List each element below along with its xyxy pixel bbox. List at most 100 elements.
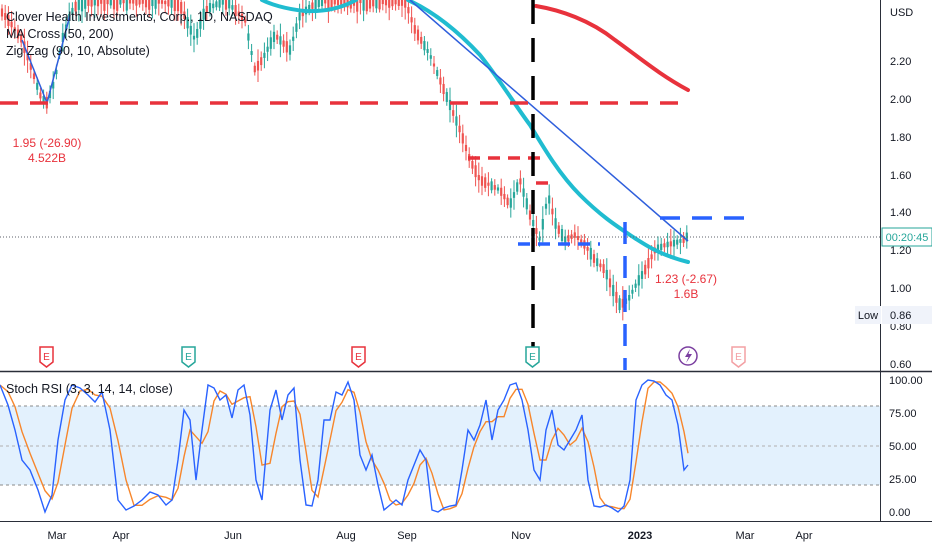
candle-body: [269, 37, 272, 49]
time-tick-label: Mar: [736, 530, 755, 542]
candle-body: [685, 232, 688, 242]
candle-body: [372, 0, 375, 7]
candle-body: [151, 0, 154, 7]
earnings-marker[interactable]: E: [525, 346, 540, 368]
earnings-marker-label: E: [529, 352, 536, 363]
candle-body: [10, 21, 13, 28]
candle-body: [656, 244, 660, 253]
candle-body: [535, 228, 538, 234]
candle-body: [138, 0, 141, 5]
earnings-marker[interactable]: E: [181, 346, 196, 368]
candle-body: [29, 63, 32, 70]
candle-body: [471, 160, 474, 169]
candle-body: [13, 27, 16, 32]
candle-body: [458, 125, 461, 133]
candle-body: [375, 0, 378, 9]
price-tick-label: 1.60: [890, 170, 911, 182]
candle-body: [557, 225, 560, 234]
candle-body: [253, 65, 256, 73]
candle-body: [333, 0, 336, 5]
candle-body: [26, 53, 29, 61]
candle-body: [93, 0, 96, 6]
candle-body: [215, 1, 218, 8]
candle-body: [292, 36, 295, 41]
candle-body: [576, 236, 580, 240]
candle-body: [330, 0, 333, 8]
candle-body: [90, 0, 93, 7]
candle-body: [164, 0, 167, 5]
candle-body: [644, 264, 647, 275]
candle-body: [560, 229, 564, 241]
earnings-marker-label: E: [43, 352, 50, 363]
candle-body: [503, 193, 506, 200]
candle-body: [589, 247, 592, 260]
candle-body: [87, 0, 90, 6]
time-axis[interactable]: Mar Apr Jun Aug Sep Nov 2023 Mar Apr: [48, 530, 813, 542]
candle-body: [340, 0, 343, 5]
candle-body: [106, 0, 109, 5]
candle-body: [173, 0, 176, 12]
earnings-marker-upcoming[interactable]: E: [731, 346, 746, 368]
candle-body: [599, 263, 602, 268]
candle-body: [4, 13, 7, 20]
symbol-title[interactable]: Clover Health Investments, Corp., 1D, NA…: [6, 10, 273, 24]
candle-body: [506, 197, 509, 206]
time-tick-label: Nov: [511, 530, 531, 542]
ma-cross-legend[interactable]: MA Cross (50, 200): [6, 27, 114, 41]
candle-body: [298, 12, 301, 21]
earnings-marker[interactable]: E: [39, 346, 54, 368]
candle-body: [631, 289, 634, 294]
candle-body: [420, 36, 423, 44]
candle-body: [605, 269, 608, 280]
zigzag-legend[interactable]: Zig Zag (90, 10, Absolute): [6, 44, 150, 58]
candle-body: [512, 192, 516, 198]
candle-body: [608, 278, 612, 288]
candle-body: [519, 178, 522, 185]
price-axis[interactable]: 2.202.001.801.601.401.201.000.800.60: [890, 56, 911, 371]
stoch-tick-label: 50.00: [889, 441, 917, 453]
earnings-marker[interactable]: E: [351, 346, 366, 368]
time-tick-label: Apr: [112, 530, 129, 542]
candle-body: [359, 0, 362, 4]
candle-body: [647, 258, 650, 269]
time-tick-label: Aug: [336, 530, 356, 542]
price-tick-label: 0.60: [890, 359, 911, 371]
candle-body: [266, 46, 269, 52]
candle-body: [279, 36, 282, 45]
candle-body: [567, 235, 570, 242]
candle-body: [477, 175, 480, 181]
candle-body: [314, 0, 317, 12]
candle-body: [596, 258, 599, 267]
candle-body: [637, 275, 640, 286]
candle-body: [663, 243, 666, 248]
candle-body: [378, 0, 381, 10]
candle-body: [308, 4, 311, 12]
price-tick-label: 1.00: [890, 283, 911, 295]
candle-body: [244, 19, 247, 23]
time-tick-label: Jun: [224, 530, 242, 542]
candle-body: [384, 0, 388, 6]
candle-body: [413, 25, 416, 34]
candle-body: [52, 81, 55, 89]
candle-body: [554, 218, 557, 229]
candle-body: [84, 0, 87, 9]
price-tick-label: 2.20: [890, 56, 911, 68]
candle-body: [548, 195, 551, 204]
candle-body: [256, 60, 260, 71]
candle-body: [612, 284, 615, 297]
oscillator-axis[interactable]: 100.00 75.00 50.00 25.00 0.00: [889, 375, 923, 519]
candle-body: [295, 23, 298, 32]
candle-body: [260, 57, 263, 66]
candle-body: [205, 5, 208, 13]
lightning-icon[interactable]: [678, 346, 698, 366]
candle-body: [432, 63, 436, 67]
stoch-rsi-legend[interactable]: Stoch RSI (3, 3, 14, 14, close): [6, 382, 173, 396]
candle-body: [682, 236, 685, 243]
candle-body: [416, 29, 420, 41]
candle-body: [148, 0, 151, 10]
stoch-tick-label: 0.00: [889, 507, 910, 519]
candle-body: [621, 298, 624, 308]
candle-body: [461, 133, 464, 144]
price-pane[interactable]: [0, 0, 880, 370]
